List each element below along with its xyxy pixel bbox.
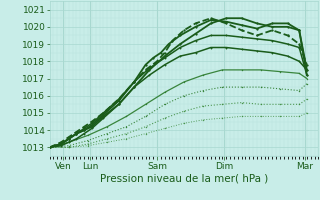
X-axis label: Pression niveau de la mer( hPa ): Pression niveau de la mer( hPa ) [100, 173, 268, 183]
